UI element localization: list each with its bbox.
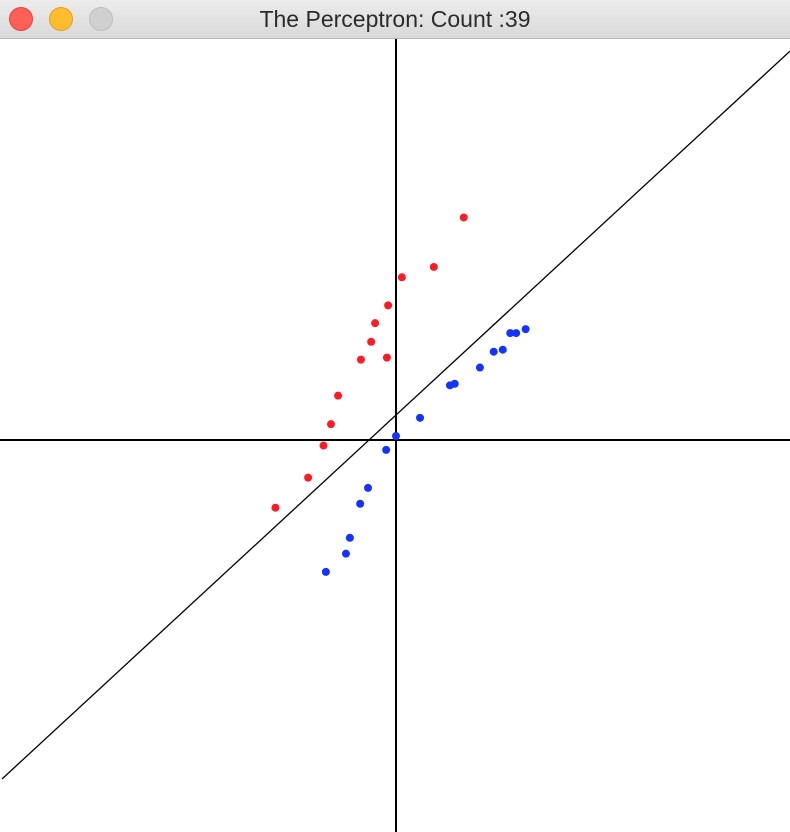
- class-b-point: [445, 381, 454, 390]
- class-a-point: [367, 337, 376, 346]
- class-a-points: [271, 213, 468, 512]
- class-a-point: [334, 391, 343, 400]
- class-a-point: [326, 420, 335, 429]
- class-b-point: [512, 329, 521, 338]
- class-a-point: [271, 503, 280, 512]
- class-b-point: [364, 483, 373, 492]
- class-a-point: [382, 353, 391, 362]
- title-bar[interactable]: The Perceptron: Count :39: [0, 0, 790, 39]
- class-a-point: [371, 319, 380, 328]
- class-a-point: [356, 355, 365, 364]
- decision-boundary-line: [1, 50, 790, 780]
- class-b-point: [506, 329, 515, 338]
- window-title: The Perceptron: Count :39: [259, 6, 531, 32]
- class-a-point: [384, 301, 393, 310]
- class-b-points: [321, 325, 530, 576]
- minimize-button[interactable]: [49, 7, 73, 31]
- class-a-point: [304, 473, 313, 482]
- class-b-point: [489, 347, 498, 356]
- zoom-button[interactable]: [89, 7, 113, 31]
- class-b-point: [392, 432, 400, 441]
- class-a-point: [429, 262, 438, 271]
- class-b-point: [341, 549, 350, 558]
- class-b-point: [498, 345, 507, 354]
- class-a-point: [319, 441, 328, 450]
- class-b-point: [475, 363, 484, 372]
- class-a-point: [459, 213, 468, 222]
- perceptron-canvas: [0, 39, 790, 832]
- class-b-point: [382, 445, 391, 454]
- class-a-point: [397, 273, 406, 282]
- class-b-point: [521, 325, 530, 334]
- class-b-point: [416, 413, 425, 422]
- class-b-point: [321, 567, 330, 576]
- class-b-point: [356, 499, 365, 508]
- class-b-point: [345, 533, 354, 542]
- close-button[interactable]: [9, 7, 33, 31]
